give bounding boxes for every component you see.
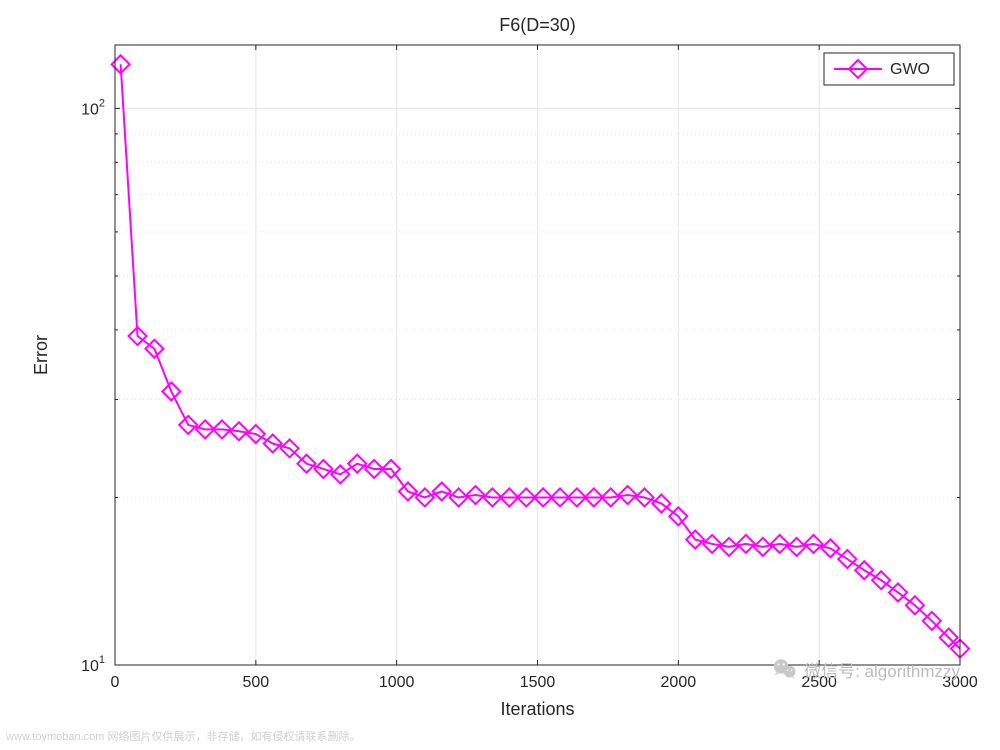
xtick-label: 2000 — [661, 674, 697, 691]
chart-title: F6(D=30) — [499, 15, 576, 35]
y-axis-label: Error — [31, 335, 51, 375]
wechat-icon — [772, 656, 798, 682]
xtick-label: 1000 — [379, 674, 415, 691]
watermark-left: www.toymoban.com 网络图片仅供展示，非存储，如有侵权请联系删除。 — [6, 728, 360, 744]
watermark-left-text: www.toymoban.com 网络图片仅供展示，非存储，如有侵权请联系删除。 — [6, 731, 360, 743]
xtick-label: 0 — [111, 674, 120, 691]
watermark-right: 微信号: algorithmzzy — [772, 656, 960, 682]
xtick-label: 1500 — [520, 674, 556, 691]
xtick-label: 500 — [242, 674, 269, 691]
figure-container: 050010001500200025003000101102F6(D=30)It… — [0, 0, 1000, 750]
legend: GWO — [824, 53, 954, 85]
legend-label: GWO — [890, 61, 930, 78]
chart-svg: 050010001500200025003000101102F6(D=30)It… — [0, 0, 1000, 750]
watermark-right-text: 微信号: algorithmzzy — [804, 657, 960, 682]
x-axis-label: Iterations — [500, 699, 574, 719]
